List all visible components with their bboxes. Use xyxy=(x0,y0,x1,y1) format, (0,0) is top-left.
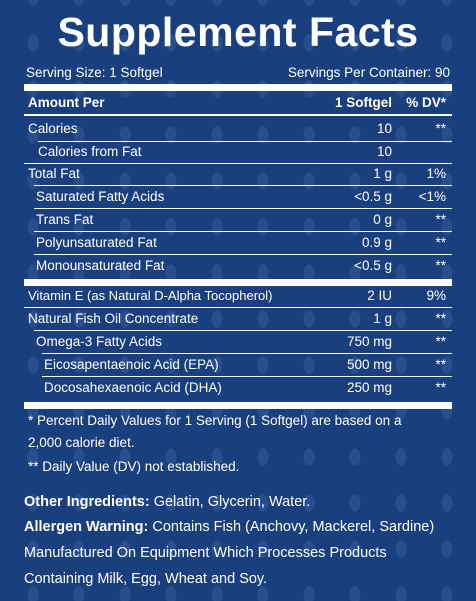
nutrient-row: Docosahexaenoic Acid (DHA) 250 mg ** xyxy=(24,377,452,399)
row-divider xyxy=(42,353,452,354)
allergen-line-2: Manufactured On Equipment Which Processe… xyxy=(24,545,387,561)
row-divider xyxy=(42,376,452,377)
nutrient-dv: 1% xyxy=(426,166,446,181)
nutrient-row: Polyunsaturated Fat 0.9 g ** xyxy=(24,232,452,254)
footnote-calorie-diet: 2,000 calorie diet. xyxy=(28,435,135,450)
nutrient-amount: 250 mg xyxy=(346,380,392,395)
nutrient-name: Calories xyxy=(28,121,78,136)
allergen-line-3: Containing Milk, Egg, Wheat and Soy. xyxy=(24,571,268,587)
dv-header: % DV* xyxy=(406,95,446,110)
nutrient-amount: 500 mg xyxy=(346,357,392,372)
nutrient-row: Trans Fat 0 g ** xyxy=(24,209,452,231)
footnote-dv-not-established: ** Daily Value (DV) not established. xyxy=(28,459,240,474)
nutrient-name: Eicosapentaenoic Acid (EPA) xyxy=(44,357,219,372)
nutrient-dv: 9% xyxy=(426,288,446,303)
nutrient-row: Monounsaturated Fat <0.5 g ** xyxy=(24,255,452,277)
nutrient-name: Total Fat xyxy=(28,166,80,181)
amount-per-header: Amount Per xyxy=(28,95,105,110)
nutrient-amount: 10 xyxy=(376,144,392,159)
nutrient-row: Natural Fish Oil Concentrate 1 g ** xyxy=(24,308,452,330)
column-header: Amount Per 1 Softgel % DV* xyxy=(24,93,452,113)
nutrient-amount: 0 g xyxy=(373,212,392,227)
nutrient-name: Polyunsaturated Fat xyxy=(36,235,157,250)
nutrient-row: Total Fat 1 g 1% xyxy=(24,163,452,185)
allergen-warning: Allergen Warning: Contains Fish (Anchovy… xyxy=(24,516,464,538)
nutrient-dv: ** xyxy=(435,334,446,349)
row-divider xyxy=(24,307,452,308)
nutrient-dv: <1% xyxy=(418,189,446,204)
nutrient-name: Monounsaturated Fat xyxy=(36,258,165,273)
nutrient-amount: 2 IU xyxy=(367,288,392,303)
nutrient-amount: 0.9 g xyxy=(361,235,392,250)
thick-divider-bottom xyxy=(24,402,452,409)
nutrient-name: Vitamin E (as Natural D-Alpha Tocopherol… xyxy=(28,288,273,303)
supplement-facts-panel: Supplement Facts Serving Size: 1 Softgel… xyxy=(24,2,452,486)
other-ingredients-text: Gelatin, Glycerin, Water. xyxy=(153,494,311,510)
other-ingredients: Other Ingredients: Gelatin, Glycerin, Wa… xyxy=(24,491,464,513)
nutrient-amount: 1 g xyxy=(373,311,392,326)
nutrient-name: Saturated Fatty Acids xyxy=(36,189,165,204)
nutrient-row: Calories from Fat 10 xyxy=(24,141,452,163)
allergen-label: Allergen Warning: xyxy=(24,519,149,535)
row-divider xyxy=(34,254,452,255)
row-divider xyxy=(34,208,452,209)
serving-header: 1 Softgel xyxy=(334,95,392,110)
nutrient-row: Calories 10 ** xyxy=(24,118,452,140)
serving-size: Serving Size: 1 Softgel xyxy=(26,65,163,80)
nutrient-name: Calories from Fat xyxy=(38,144,142,159)
nutrient-amount: 10 xyxy=(376,121,392,136)
nutrient-dv: ** xyxy=(435,311,446,326)
other-ingredients-label: Other Ingredients: xyxy=(24,494,150,510)
nutrient-name: Natural Fish Oil Concentrate xyxy=(28,311,199,326)
nutrient-row: Eicosapentaenoic Acid (EPA) 500 mg ** xyxy=(24,354,452,376)
nutrient-dv: ** xyxy=(435,258,446,273)
row-divider xyxy=(34,185,452,186)
row-divider xyxy=(34,231,452,232)
row-divider xyxy=(24,163,452,164)
row-divider xyxy=(34,330,452,331)
header-divider xyxy=(24,114,452,116)
nutrient-row: Vitamin E (as Natural D-Alpha Tocopherol… xyxy=(24,285,452,307)
nutrient-amount: <0.5 g xyxy=(354,189,392,204)
nutrient-amount: <0.5 g xyxy=(354,258,392,273)
panel-title: Supplement Facts xyxy=(57,9,419,55)
nutrient-amount: 1 g xyxy=(373,166,392,181)
nutrient-amount: 750 mg xyxy=(346,334,392,349)
nutrient-name: Trans Fat xyxy=(36,212,94,227)
nutrient-row: Saturated Fatty Acids <0.5 g <1% xyxy=(24,186,452,208)
nutrient-dv: ** xyxy=(435,212,446,227)
thick-divider-top xyxy=(24,84,452,91)
nutrient-dv: ** xyxy=(435,235,446,250)
nutrient-dv: ** xyxy=(435,357,446,372)
servings-per-container: Servings Per Container: 90 xyxy=(287,65,450,80)
footnote-daily-values: * Percent Daily Values for 1 Serving (1 … xyxy=(28,413,402,428)
nutrient-dv: ** xyxy=(435,121,446,136)
nutrient-dv: ** xyxy=(435,380,446,395)
serving-info: Serving Size: 1 Softgel Servings Per Con… xyxy=(24,63,452,83)
thick-divider-mid xyxy=(24,279,452,286)
nutrient-name: Omega-3 Fatty Acids xyxy=(36,334,163,349)
row-divider xyxy=(38,141,452,142)
nutrient-row: Omega-3 Fatty Acids 750 mg ** xyxy=(24,331,452,353)
allergen-text: Contains Fish (Anchovy, Mackerel, Sardin… xyxy=(152,519,435,535)
nutrient-name: Docosahexaenoic Acid (DHA) xyxy=(44,380,222,395)
